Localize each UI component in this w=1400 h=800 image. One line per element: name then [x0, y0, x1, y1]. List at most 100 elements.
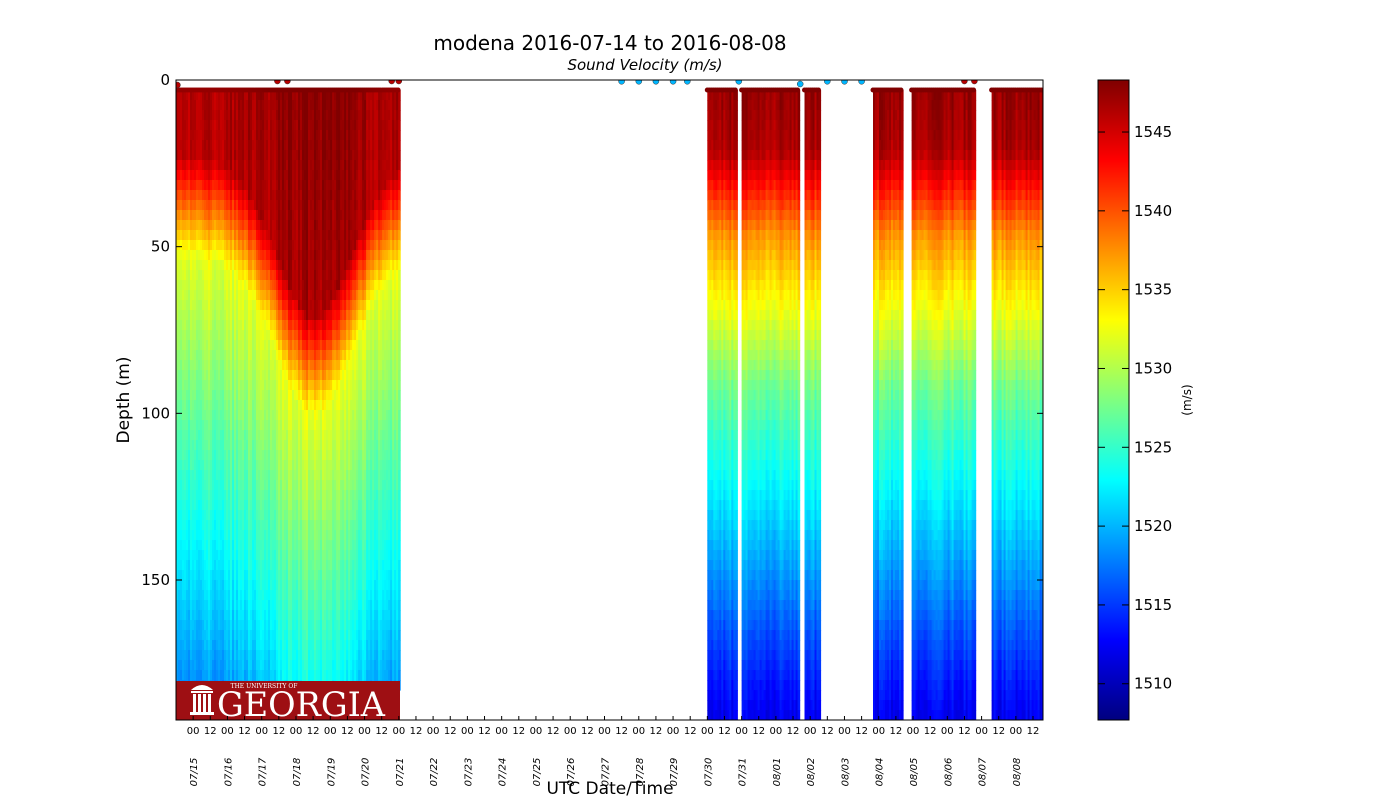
velocity-sample	[280, 510, 283, 521]
velocity-sample	[308, 430, 311, 441]
velocity-sample	[208, 280, 211, 291]
velocity-sample	[308, 180, 311, 191]
velocity-sample	[178, 600, 181, 611]
velocity-sample	[250, 310, 253, 321]
velocity-sample	[240, 110, 243, 121]
velocity-sample	[246, 450, 249, 461]
velocity-sample	[224, 650, 227, 661]
velocity-sample	[266, 580, 269, 591]
velocity-sample	[216, 90, 219, 101]
velocity-sample	[320, 660, 323, 671]
velocity-sample	[252, 510, 255, 521]
velocity-sample	[262, 170, 265, 181]
velocity-sample	[318, 650, 321, 661]
velocity-sample	[186, 460, 189, 471]
velocity-sample	[290, 540, 293, 551]
velocity-sample	[308, 470, 311, 481]
velocity-sample	[308, 400, 311, 411]
velocity-sample	[186, 530, 189, 541]
velocity-sample	[298, 640, 301, 651]
velocity-sample	[184, 210, 187, 221]
velocity-sample	[228, 230, 231, 241]
velocity-sample	[312, 380, 315, 391]
velocity-sample	[302, 580, 305, 591]
velocity-sample	[274, 480, 277, 491]
velocity-sample	[320, 130, 323, 141]
velocity-sample	[188, 410, 191, 421]
velocity-sample	[260, 260, 263, 271]
velocity-sample	[244, 560, 247, 571]
velocity-sample	[318, 90, 321, 101]
velocity-sample	[312, 630, 315, 641]
velocity-sample	[212, 510, 215, 521]
velocity-sample	[320, 260, 323, 271]
velocity-sample	[192, 180, 195, 191]
velocity-sample	[188, 570, 191, 581]
velocity-sample	[204, 100, 207, 111]
velocity-sample	[258, 380, 261, 391]
velocity-sample	[290, 630, 293, 641]
velocity-sample	[276, 240, 279, 251]
velocity-sample	[260, 230, 263, 241]
velocity-sample	[196, 640, 199, 651]
velocity-sample	[176, 630, 179, 641]
velocity-sample	[258, 560, 261, 571]
velocity-sample	[256, 650, 259, 661]
velocity-sample	[264, 280, 267, 291]
velocity-sample	[322, 660, 325, 671]
velocity-sample	[290, 370, 293, 381]
velocity-sample	[226, 510, 229, 521]
velocity-sample	[242, 290, 245, 301]
velocity-sample	[248, 120, 251, 131]
velocity-sample	[268, 440, 271, 451]
velocity-sample	[272, 610, 275, 621]
velocity-sample	[206, 440, 209, 451]
velocity-sample	[274, 590, 277, 601]
velocity-sample	[188, 300, 191, 311]
velocity-sample	[260, 130, 263, 141]
velocity-sample	[286, 420, 289, 431]
velocity-sample	[324, 460, 327, 471]
velocity-sample	[270, 650, 273, 661]
velocity-sample	[242, 500, 245, 511]
velocity-sample	[272, 650, 275, 661]
velocity-sample	[242, 600, 245, 611]
velocity-sample	[316, 590, 319, 601]
velocity-sample	[220, 110, 223, 121]
velocity-sample	[194, 410, 197, 421]
velocity-sample	[196, 170, 199, 181]
velocity-sample	[224, 660, 227, 671]
velocity-sample	[296, 630, 299, 641]
velocity-sample	[218, 460, 221, 471]
velocity-sample	[212, 360, 215, 371]
velocity-sample	[228, 300, 231, 311]
velocity-sample	[212, 170, 215, 181]
velocity-sample	[288, 270, 291, 281]
velocity-sample	[268, 620, 271, 631]
velocity-sample	[300, 90, 303, 101]
velocity-sample	[288, 470, 291, 481]
velocity-sample	[182, 660, 185, 671]
velocity-sample	[282, 330, 285, 341]
velocity-sample	[176, 290, 179, 301]
velocity-sample	[282, 530, 285, 541]
velocity-sample	[190, 140, 193, 151]
velocity-sample	[226, 420, 229, 431]
velocity-sample	[278, 220, 281, 231]
velocity-sample	[286, 590, 289, 601]
velocity-sample	[286, 360, 289, 371]
velocity-sample	[242, 200, 245, 211]
velocity-sample	[240, 140, 243, 151]
velocity-sample	[212, 520, 215, 531]
velocity-sample	[182, 240, 185, 251]
velocity-sample	[292, 290, 295, 301]
velocity-sample	[224, 90, 227, 101]
velocity-sample	[260, 190, 263, 201]
velocity-sample	[310, 580, 313, 591]
velocity-sample	[232, 260, 235, 271]
velocity-sample	[250, 460, 253, 471]
velocity-sample	[216, 350, 219, 361]
velocity-sample	[258, 150, 261, 161]
velocity-sample	[298, 500, 301, 511]
velocity-sample	[244, 400, 247, 411]
